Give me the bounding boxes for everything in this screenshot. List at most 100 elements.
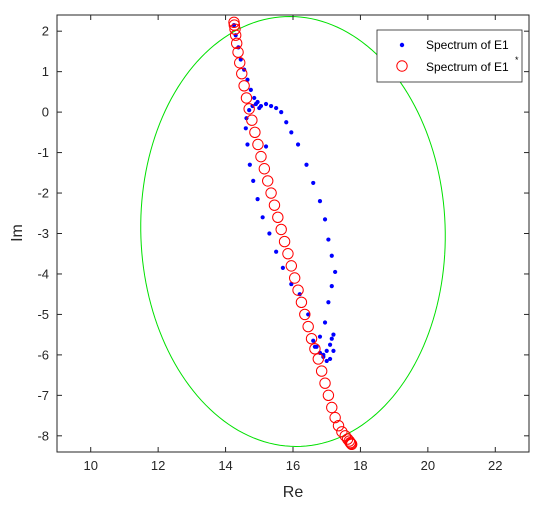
e1-eigenvalue-point <box>314 344 319 349</box>
e1-star-eigenvalue-point <box>272 211 284 224</box>
e1-star-eigenvalue-point <box>285 260 298 272</box>
x-tick-label: 10 <box>83 458 97 473</box>
e1-star-eigenvalue-point <box>238 80 250 92</box>
y-tick-label: -1 <box>37 145 49 160</box>
e1-eigenvalue-point <box>251 178 256 183</box>
e1-star-eigenvalue-point <box>275 223 287 236</box>
series-e1-star-layer <box>228 16 358 451</box>
e1-star-eigenvalue-point <box>309 343 321 355</box>
e1-star-eigenvalue-point <box>345 437 357 450</box>
e1-star-eigenvalue-point <box>262 175 274 187</box>
y-tick-label: 2 <box>42 24 49 39</box>
e1-star-eigenvalue-point <box>295 296 308 308</box>
e1-eigenvalue-point <box>329 253 334 258</box>
e1-star-eigenvalue-point <box>332 419 345 432</box>
e1-star-eigenvalue-point <box>326 401 338 414</box>
e1-star-eigenvalue-point <box>258 163 271 175</box>
x-tick-label: 18 <box>353 458 367 473</box>
e1-eigenvalue-point <box>329 336 334 341</box>
e1-star-eigenvalue-point <box>305 333 318 345</box>
y-tick-label: 0 <box>42 105 49 120</box>
e1-star-eigenvalue-point <box>345 438 358 451</box>
y-axis-label: Im <box>9 224 26 242</box>
e1-eigenvalue-point <box>329 284 334 289</box>
e1-eigenvalue-point <box>326 300 331 305</box>
legend-e1-star-superscript: * <box>515 55 519 65</box>
e1-star-eigenvalue-point <box>312 353 324 365</box>
e1-star-eigenvalue-point <box>336 426 348 438</box>
legend-e1-star-label: Spectrum of E1 <box>426 60 509 74</box>
x-tick-label: 12 <box>151 458 165 473</box>
x-tick-label: 22 <box>488 458 502 473</box>
e1-star-eigenvalue-point <box>243 103 255 115</box>
e1-star-eigenvalue-point <box>246 114 258 126</box>
e1-eigenvalue-point <box>317 334 323 339</box>
e1-eigenvalue-point <box>333 269 338 275</box>
e1-eigenvalue-point <box>268 103 274 109</box>
y-tick-label: 1 <box>42 64 49 79</box>
e1-eigenvalue-point <box>324 348 329 353</box>
e1-eigenvalue-point <box>247 107 252 113</box>
legend-box <box>376 29 523 83</box>
e1-eigenvalue-point <box>280 265 285 270</box>
y-tick-label: -4 <box>37 266 49 281</box>
e1-star-eigenvalue-point <box>288 272 301 284</box>
e1-eigenvalue-point <box>306 312 311 317</box>
e1-eigenvalue-point <box>327 356 333 362</box>
e1-eigenvalue-point <box>331 332 336 337</box>
e1-star-eigenvalue-point <box>268 199 281 211</box>
x-tick-label: 20 <box>421 458 435 473</box>
e1-eigenvalue-point <box>322 320 328 325</box>
e1-eigenvalue-point <box>284 120 289 125</box>
y-tick-label: -5 <box>37 307 49 322</box>
e1-star-eigenvalue-point <box>249 126 261 139</box>
legend-e1-label: Spectrum of E1 <box>426 38 509 52</box>
e1-eigenvalue-point <box>257 105 262 111</box>
e1-star-eigenvalue-point <box>229 29 242 41</box>
e1-star-eigenvalue-point <box>234 57 246 69</box>
e1-star-eigenvalue-point <box>265 187 277 199</box>
e1-eigenvalue-point <box>255 197 260 202</box>
e1-star-eigenvalue-point <box>292 284 304 296</box>
e1-eigenvalue-point <box>243 126 248 131</box>
e1-eigenvalue-point <box>326 237 331 242</box>
e1-eigenvalue-point <box>263 101 269 107</box>
e1-star-eigenvalue-point <box>344 436 357 449</box>
e1-star-eigenvalue-point <box>343 435 356 447</box>
e1-star-eigenvalue-point <box>229 23 241 35</box>
legend-e1-marker <box>399 42 405 48</box>
e1-star-eigenvalue-point <box>282 248 294 260</box>
e1-eigenvalue-point <box>304 162 309 167</box>
e1-eigenvalue-point <box>317 199 323 204</box>
y-tick-label: -8 <box>37 428 49 443</box>
x-axis-ticks: 10 12 14 16 18 20 22 <box>83 15 503 473</box>
e1-star-eigenvalue-point <box>278 235 291 248</box>
e1-star-eigenvalue-point <box>252 138 264 151</box>
e1-star-eigenvalue-point <box>299 308 311 321</box>
e1-eigenvalue-point <box>311 180 316 186</box>
e1-star-eigenvalue-point <box>319 377 331 389</box>
e1-eigenvalue-point <box>253 101 259 107</box>
x-tick-label: 14 <box>218 458 232 473</box>
x-axis-label: Re <box>283 484 304 501</box>
e1-eigenvalue-point <box>289 130 294 135</box>
e1-eigenvalue-point <box>327 342 333 347</box>
e1-eigenvalue-point <box>248 87 253 92</box>
legend-e1-star-marker <box>396 60 408 72</box>
legend: Spectrum of E1 Spectrum of E1 * <box>376 29 523 83</box>
y-axis-ticks: 2 1 0 -1 -2 -3 -4 -5 -6 -7 -8 <box>37 24 529 443</box>
e1-star-eigenvalue-point <box>315 365 328 377</box>
y-tick-label: -6 <box>37 347 49 362</box>
e1-star-eigenvalue-point <box>255 150 267 163</box>
e1-eigenvalue-point <box>267 231 272 236</box>
e1-eigenvalue-point <box>260 215 265 220</box>
y-tick-label: -2 <box>37 186 49 201</box>
e1-eigenvalue-point <box>245 142 250 147</box>
e1-eigenvalue-point <box>274 105 279 111</box>
e1-star-eigenvalue-point <box>302 320 314 333</box>
e1-eigenvalue-point <box>295 142 301 147</box>
e1-eigenvalue-point <box>274 249 279 254</box>
plot-area <box>57 15 529 452</box>
